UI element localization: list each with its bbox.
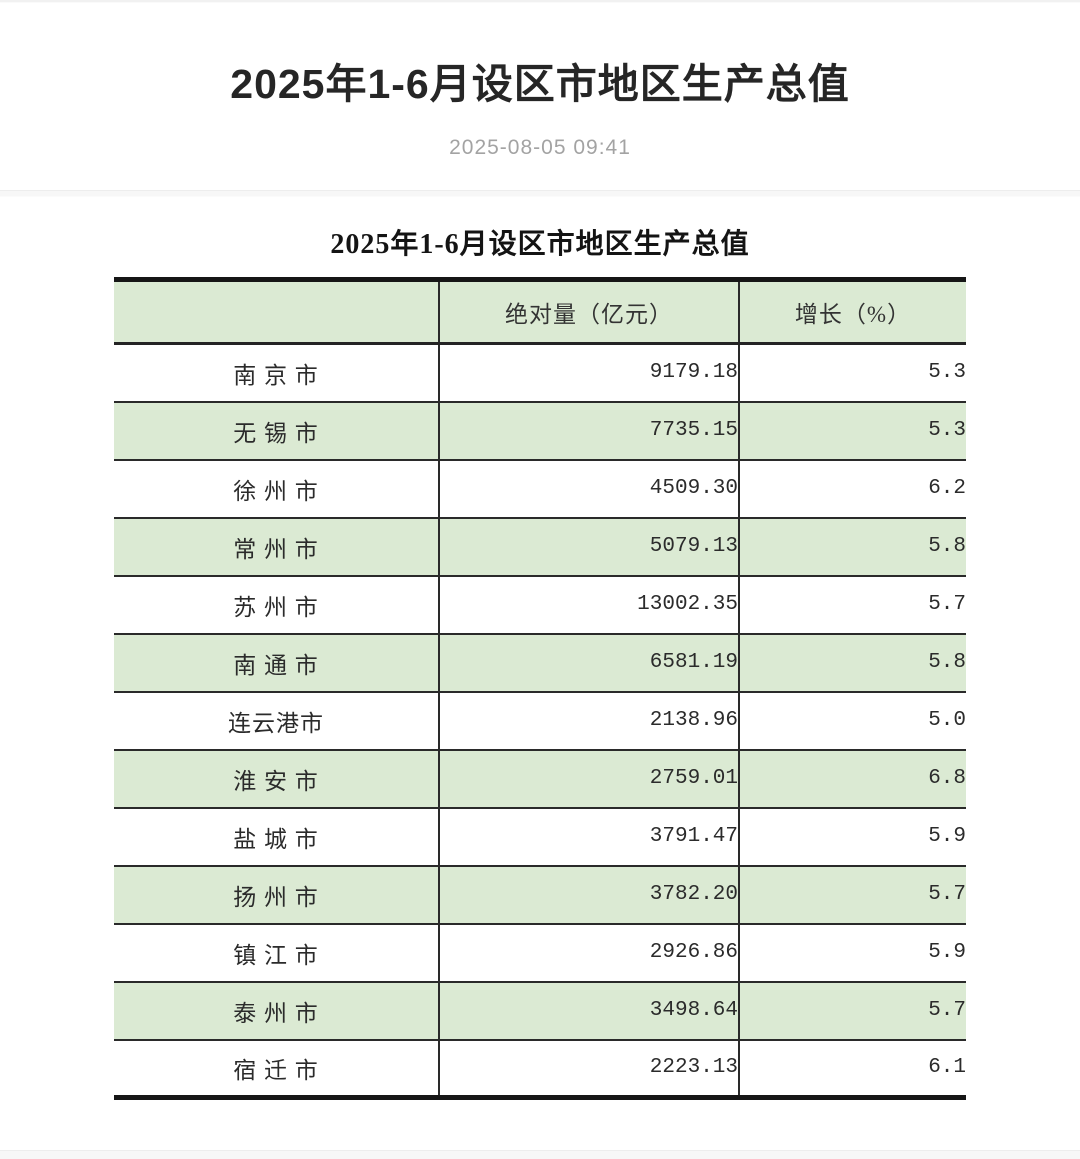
column-header-region bbox=[114, 279, 439, 346]
growth-cell: 6.8 bbox=[738, 748, 966, 808]
table-row: 徐 州 市 4509.30 6.2 bbox=[114, 458, 966, 518]
growth-cell: 5.3 bbox=[738, 400, 966, 460]
growth-cell: 6.2 bbox=[738, 458, 966, 518]
city-cell: 淮 安 市 bbox=[114, 748, 439, 808]
value-cell: 5079.13 bbox=[438, 516, 739, 576]
city-cell: 徐 州 市 bbox=[114, 458, 439, 518]
value-cell: 3498.64 bbox=[438, 980, 739, 1040]
city-cell: 镇 江 市 bbox=[114, 922, 439, 982]
table-row: 连云港市 2138.96 5.0 bbox=[114, 690, 966, 750]
growth-cell: 5.8 bbox=[738, 632, 966, 692]
value-cell: 3791.47 bbox=[438, 806, 739, 866]
table-row: 常 州 市 5079.13 5.8 bbox=[114, 516, 966, 576]
city-cell: 无 锡 市 bbox=[114, 400, 439, 460]
article-header: 2025年1-6月设区市地区生产总值 2025-08-05 09:41 bbox=[0, 61, 1080, 160]
table-row: 苏 州 市 13002.35 5.7 bbox=[114, 574, 966, 634]
table-title: 2025年1-6月设区市地区生产总值 bbox=[330, 229, 750, 261]
table-row: 盐 城 市 3791.47 5.9 bbox=[114, 806, 966, 866]
value-cell: 4509.30 bbox=[438, 458, 739, 518]
city-cell: 扬 州 市 bbox=[114, 864, 439, 924]
growth-cell: 5.9 bbox=[738, 806, 966, 866]
value-cell: 3782.20 bbox=[438, 864, 739, 924]
value-cell: 7735.15 bbox=[438, 400, 739, 460]
table-header: 绝对量（亿元） 增长（%） bbox=[114, 279, 966, 346]
header-content-divider bbox=[0, 190, 1080, 198]
growth-cell: 6.1 bbox=[738, 1038, 966, 1098]
growth-cell: 5.3 bbox=[738, 343, 966, 402]
city-cell: 苏 州 市 bbox=[114, 574, 439, 634]
city-cell: 盐 城 市 bbox=[114, 806, 439, 866]
value-cell: 2926.86 bbox=[438, 922, 739, 982]
value-cell: 9179.18 bbox=[438, 343, 739, 402]
growth-cell: 5.9 bbox=[738, 922, 966, 982]
column-header-growth: 增长（%） bbox=[738, 279, 966, 346]
value-cell: 6581.19 bbox=[438, 632, 739, 692]
table-row: 扬 州 市 3782.20 5.7 bbox=[114, 864, 966, 924]
city-cell: 南 京 市 bbox=[114, 343, 439, 402]
table-row: 宿 迁 市 2223.13 6.1 bbox=[114, 1038, 966, 1098]
value-cell: 13002.35 bbox=[438, 574, 739, 634]
city-cell: 泰 州 市 bbox=[114, 980, 439, 1040]
value-cell: 2223.13 bbox=[438, 1038, 739, 1098]
growth-cell: 5.7 bbox=[738, 980, 966, 1040]
growth-cell: 5.0 bbox=[738, 690, 966, 750]
city-cell: 连云港市 bbox=[114, 690, 439, 750]
city-cell: 常 州 市 bbox=[114, 516, 439, 576]
city-cell: 南 通 市 bbox=[114, 632, 439, 692]
value-cell: 2759.01 bbox=[438, 748, 739, 808]
city-cell: 宿 迁 市 bbox=[114, 1038, 439, 1098]
page-top-divider bbox=[0, 0, 1080, 3]
publish-date: 2025-08-05 09:41 bbox=[449, 136, 631, 160]
table-header-row: 绝对量（亿元） 增长（%） bbox=[114, 279, 966, 346]
table-row: 镇 江 市 2926.86 5.9 bbox=[114, 922, 966, 982]
table-row: 南 通 市 6581.19 5.8 bbox=[114, 632, 966, 692]
page-bottom-divider bbox=[0, 1150, 1080, 1159]
growth-cell: 5.7 bbox=[738, 574, 966, 634]
table-row: 淮 安 市 2759.01 6.8 bbox=[114, 748, 966, 808]
growth-cell: 5.7 bbox=[738, 864, 966, 924]
table-row: 泰 州 市 3498.64 5.7 bbox=[114, 980, 966, 1040]
growth-cell: 5.8 bbox=[738, 516, 966, 576]
column-header-absolute: 绝对量（亿元） bbox=[438, 279, 739, 346]
table-row: 南 京 市 9179.18 5.3 bbox=[114, 343, 966, 402]
table-row: 无 锡 市 7735.15 5.3 bbox=[114, 400, 966, 460]
gdp-table: 绝对量（亿元） 增长（%） 南 京 市 9179.18 5.3 无 锡 市 7735.1… bbox=[114, 277, 966, 1101]
page-title: 2025年1-6月设区市地区生产总值 bbox=[230, 61, 850, 107]
value-cell: 2138.96 bbox=[438, 690, 739, 750]
table-body: 南 京 市 9179.18 5.3 无 锡 市 7735.15 5.3 徐 州 市 4509.… bbox=[114, 343, 966, 1098]
